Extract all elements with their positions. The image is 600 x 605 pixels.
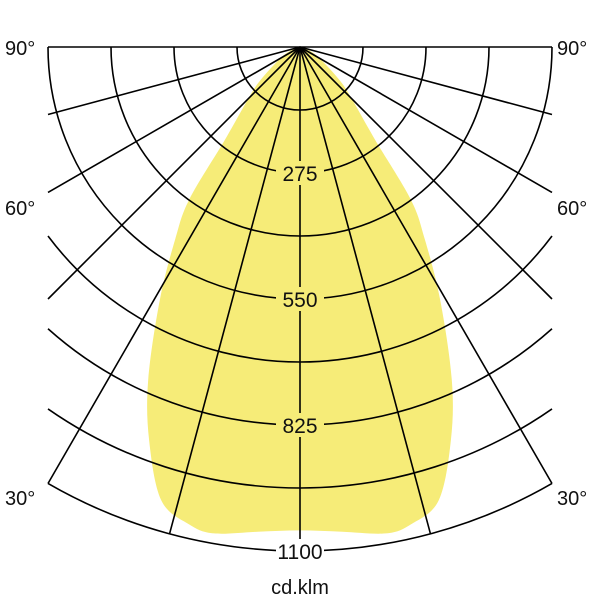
angle-label-left-90: 90° xyxy=(5,38,35,60)
radial-tick-label-bg xyxy=(276,161,324,185)
radial-tick-label: 550 xyxy=(282,289,317,312)
radial-tick-label-bg xyxy=(276,287,324,311)
angle-label-left-60: 60° xyxy=(5,198,35,220)
grid-radial-line xyxy=(168,46,301,535)
grid-radial-line xyxy=(299,46,553,194)
radial-tick-label-bg xyxy=(276,413,324,437)
grid-radial-line xyxy=(299,46,553,300)
radial-tick-label: 275 xyxy=(282,163,317,186)
angle-label-right-30: 30° xyxy=(557,488,587,510)
polar-grid: 275 550 825 1100 xyxy=(47,46,553,564)
radial-tick-label: 1100 xyxy=(277,541,322,564)
grid-radial-line xyxy=(299,46,553,484)
grid-radial-line xyxy=(299,46,432,535)
radial-tick-label-bg xyxy=(276,539,324,563)
grid-radial-line xyxy=(47,46,301,484)
grid-radial-line xyxy=(47,46,301,300)
grid-radial-line xyxy=(299,46,553,116)
grid-radial-line xyxy=(47,46,301,194)
unit-label: cd.klm xyxy=(271,577,329,599)
labels: 90° 60° 30° 90° 60° 30° cd.klm xyxy=(5,38,587,599)
angle-label-right-90: 90° xyxy=(557,38,587,60)
radial-tick-label: 825 xyxy=(282,415,317,438)
angle-label-left-30: 30° xyxy=(5,488,35,510)
grid-radial-line xyxy=(47,46,301,116)
angle-label-right-60: 60° xyxy=(557,198,587,220)
